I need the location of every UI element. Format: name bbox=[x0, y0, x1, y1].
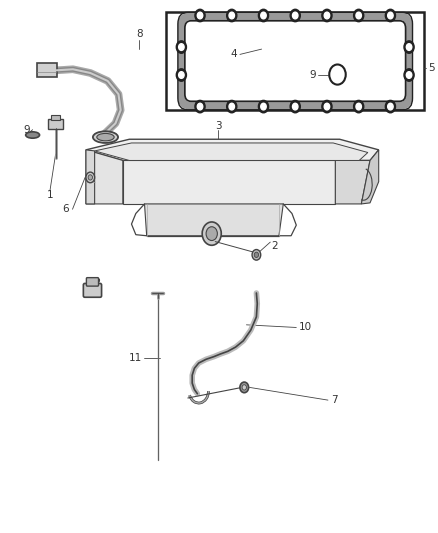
Circle shape bbox=[227, 100, 237, 113]
Circle shape bbox=[252, 249, 261, 260]
Circle shape bbox=[324, 12, 330, 19]
Circle shape bbox=[322, 100, 332, 113]
Polygon shape bbox=[86, 139, 379, 160]
Polygon shape bbox=[361, 150, 379, 204]
Circle shape bbox=[388, 103, 393, 110]
Text: 2: 2 bbox=[271, 241, 278, 252]
Polygon shape bbox=[336, 160, 370, 204]
Circle shape bbox=[322, 9, 332, 22]
Circle shape bbox=[195, 100, 205, 113]
Ellipse shape bbox=[97, 133, 114, 141]
Text: 7: 7 bbox=[331, 395, 338, 405]
Circle shape bbox=[353, 9, 364, 22]
Circle shape bbox=[258, 9, 268, 22]
Text: 9: 9 bbox=[310, 70, 316, 79]
Circle shape bbox=[404, 41, 414, 53]
Text: 10: 10 bbox=[298, 322, 311, 333]
Circle shape bbox=[261, 103, 266, 110]
Circle shape bbox=[229, 103, 234, 110]
Circle shape bbox=[290, 100, 300, 113]
FancyBboxPatch shape bbox=[48, 118, 63, 128]
Text: 8: 8 bbox=[136, 29, 143, 39]
Circle shape bbox=[179, 44, 184, 51]
Circle shape bbox=[179, 71, 184, 78]
Text: 1: 1 bbox=[47, 190, 53, 200]
FancyBboxPatch shape bbox=[51, 115, 60, 120]
Circle shape bbox=[356, 103, 361, 110]
Circle shape bbox=[406, 71, 412, 78]
Circle shape bbox=[404, 69, 414, 81]
Circle shape bbox=[406, 44, 412, 51]
Circle shape bbox=[229, 12, 234, 19]
Circle shape bbox=[290, 9, 300, 22]
Ellipse shape bbox=[93, 131, 118, 143]
FancyBboxPatch shape bbox=[36, 63, 57, 77]
Circle shape bbox=[227, 9, 237, 22]
Circle shape bbox=[356, 12, 361, 19]
Polygon shape bbox=[86, 150, 123, 204]
Circle shape bbox=[293, 12, 298, 19]
Circle shape bbox=[293, 103, 298, 110]
Text: 3: 3 bbox=[215, 121, 222, 131]
Circle shape bbox=[202, 222, 221, 245]
Circle shape bbox=[385, 100, 396, 113]
Circle shape bbox=[388, 12, 393, 19]
Circle shape bbox=[197, 12, 203, 19]
Circle shape bbox=[240, 382, 249, 393]
Circle shape bbox=[88, 175, 92, 180]
Circle shape bbox=[206, 227, 217, 240]
Text: 9: 9 bbox=[23, 125, 30, 135]
Text: 11: 11 bbox=[128, 353, 141, 362]
Polygon shape bbox=[145, 204, 283, 236]
Text: 6: 6 bbox=[62, 204, 69, 214]
Circle shape bbox=[254, 252, 258, 257]
Polygon shape bbox=[86, 150, 95, 204]
Circle shape bbox=[86, 172, 95, 183]
Bar bbox=[166, 12, 424, 110]
Circle shape bbox=[258, 100, 268, 113]
Circle shape bbox=[195, 9, 205, 22]
Text: 4: 4 bbox=[230, 50, 237, 59]
Circle shape bbox=[177, 41, 187, 53]
Circle shape bbox=[324, 103, 330, 110]
Ellipse shape bbox=[26, 132, 39, 138]
FancyBboxPatch shape bbox=[86, 278, 99, 286]
Circle shape bbox=[261, 12, 266, 19]
Circle shape bbox=[385, 9, 396, 22]
Polygon shape bbox=[123, 160, 336, 204]
Text: 5: 5 bbox=[428, 63, 435, 72]
Text: 12: 12 bbox=[89, 278, 102, 288]
Circle shape bbox=[242, 385, 247, 390]
Circle shape bbox=[177, 69, 187, 81]
Circle shape bbox=[197, 103, 203, 110]
Polygon shape bbox=[95, 143, 368, 160]
Circle shape bbox=[353, 100, 364, 113]
FancyBboxPatch shape bbox=[83, 284, 102, 297]
